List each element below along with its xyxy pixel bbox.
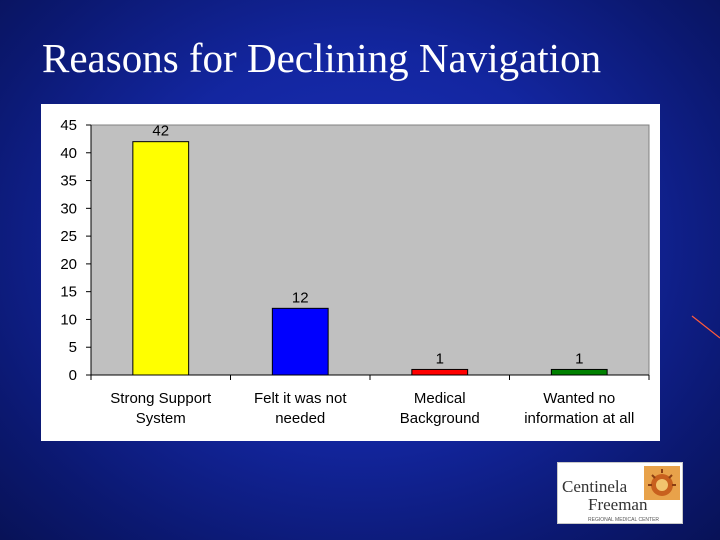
- data-label: 1: [575, 350, 583, 367]
- decorative-line: [691, 315, 720, 339]
- logo-name-line1: Centinela: [562, 477, 628, 496]
- y-tick-label: 10: [60, 311, 77, 328]
- bar: [132, 141, 190, 376]
- category-label-line: information at all: [524, 410, 634, 427]
- y-tick-label: 35: [60, 173, 77, 190]
- category-label-line: Wanted no: [543, 390, 615, 407]
- y-tick-label: 5: [69, 339, 77, 356]
- bar: [271, 307, 329, 376]
- category-label-line: Medical: [414, 390, 466, 407]
- bar: [550, 368, 608, 376]
- category-label-line: needed: [275, 410, 325, 427]
- logo-name-line2: Freeman: [588, 495, 648, 514]
- bar: [411, 368, 469, 376]
- data-label: 1: [436, 350, 444, 367]
- chart-panel: 0 5 10 15 20 25 30 35 40 45 42 Strong Support System…: [41, 104, 660, 441]
- logo-graphic: Centinela Freeman REGIONAL MEDICAL CENTE…: [562, 466, 680, 523]
- category-label-line: Background: [400, 410, 480, 427]
- y-tick-label: 40: [60, 145, 77, 162]
- category-label: Strong Support System: [110, 390, 212, 427]
- centinela-freeman-logo: Centinela Freeman REGIONAL MEDICAL CENTE…: [557, 462, 683, 524]
- y-tick-label: 30: [60, 200, 77, 217]
- bar-chart: 0 5 10 15 20 25 30 35 40 45 42 Strong Support System…: [60, 117, 650, 427]
- sun-icon: [644, 466, 680, 500]
- data-label: 12: [292, 289, 309, 306]
- y-tick-label: 45: [60, 117, 77, 134]
- category-label: Wanted no information at all: [524, 390, 634, 427]
- y-tick-label: 0: [69, 367, 77, 384]
- logo-tagline: REGIONAL MEDICAL CENTER: [588, 517, 659, 523]
- category-label-line: Strong Support: [110, 390, 212, 407]
- slide-title: Reasons for Declining Navigation: [42, 35, 602, 81]
- y-tick-label: 20: [60, 256, 77, 273]
- y-tick-label: 25: [60, 228, 77, 245]
- category-label-line: Felt it was not: [254, 390, 347, 407]
- data-label: 42: [152, 123, 169, 140]
- category-label: Felt it was not needed: [254, 390, 347, 427]
- y-tick-label: 15: [60, 284, 77, 301]
- category-label-line: System: [136, 410, 186, 427]
- category-label: Medical Background: [400, 390, 480, 427]
